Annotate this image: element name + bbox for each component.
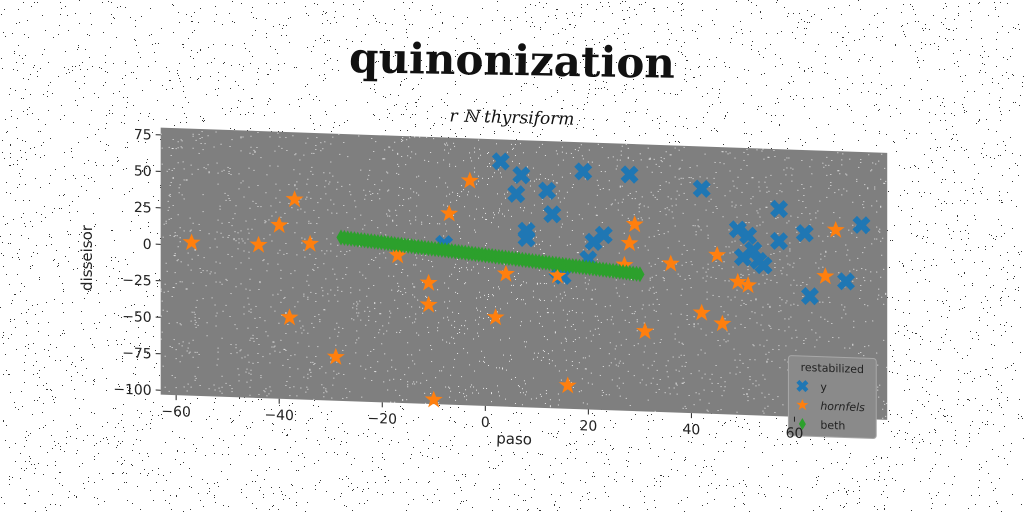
- hornfels-point-17: [615, 255, 634, 273]
- y-axis-ticks: 75 50 25 0 −25 −50 −75 −100: [113, 127, 161, 399]
- hornfels-point-21: [636, 322, 654, 340]
- legend-box: [787, 355, 877, 439]
- hornfels-point-25: [713, 314, 732, 332]
- legend-label-beth: beth: [820, 419, 845, 433]
- x-tick-label: 60: [786, 425, 804, 442]
- y-point-20: [754, 256, 773, 275]
- y-point-16: [739, 226, 758, 245]
- x-tick-label: 40: [683, 422, 701, 439]
- y-point-14: [692, 179, 711, 198]
- legend: restabilized y hornfels beth: [787, 355, 877, 439]
- x-tick-label: −20: [368, 411, 397, 428]
- legend-label-y: y: [820, 381, 827, 394]
- hornfels-point-22: [558, 376, 577, 394]
- y-axis-label: disseisor: [78, 224, 96, 291]
- y-point-10: [584, 232, 603, 252]
- hornfels-point-28: [816, 267, 835, 285]
- x-tick-label: −60: [161, 404, 190, 421]
- hornfels-point-2: [270, 216, 289, 234]
- plot-area: restabilized y hornfels beth −60 −40 −20 0 2…: [113, 127, 888, 442]
- hornfels-point-13: [424, 390, 443, 408]
- hornfels-point-11: [419, 273, 438, 291]
- hornfels-point-5: [280, 308, 299, 326]
- y-point-1: [512, 166, 531, 185]
- y-tick-label: −50: [122, 309, 151, 326]
- hornfels-point-18: [620, 234, 639, 252]
- legend-title: restabilized: [801, 361, 864, 376]
- y-point-0: [491, 152, 510, 171]
- y-tick-label: 0: [143, 237, 152, 253]
- hornfels-point-27: [739, 276, 758, 294]
- plot-background: [160, 127, 888, 420]
- y-tick-label: −25: [122, 272, 151, 289]
- hornfels-point-15: [496, 264, 515, 282]
- y-point-21: [770, 199, 789, 219]
- y-point-2: [507, 184, 526, 204]
- hornfels-point-6: [326, 347, 345, 365]
- y-point-26: [852, 215, 871, 235]
- beth-point-89: [635, 266, 645, 283]
- hornfels-point-29: [826, 220, 845, 238]
- y-tick-label: 50: [134, 163, 152, 180]
- y-point-24: [800, 286, 819, 306]
- y-point-8: [620, 165, 639, 184]
- hornfels-point-26: [728, 272, 747, 290]
- y-point-3: [538, 181, 557, 200]
- y-tick-label: 75: [134, 127, 152, 144]
- y-tick-label: −75: [122, 345, 151, 362]
- hornfels-point-20: [661, 254, 680, 272]
- y-point-7: [574, 162, 593, 181]
- hornfels-point-12: [419, 295, 438, 313]
- hornfels-point-23: [692, 303, 711, 321]
- x-axis-label: paso: [496, 429, 532, 448]
- y-point-4: [543, 205, 562, 224]
- legend-marker-y: [796, 379, 809, 393]
- hornfels-point-10: [388, 246, 407, 264]
- y-point-22: [770, 231, 789, 251]
- x-tick-label: 20: [579, 418, 597, 435]
- legend-label-hornfels: hornfels: [820, 400, 865, 415]
- y-tick-label: 25: [134, 200, 152, 217]
- hornfels-point-3: [285, 190, 304, 208]
- y-point-25: [837, 272, 855, 291]
- x-axis-ticks: −60 −40 −20 0 20 40 60: [161, 395, 803, 442]
- hornfels-point-24: [708, 246, 727, 264]
- data-marks: [182, 152, 871, 408]
- hornfels-point-1: [249, 235, 268, 253]
- x-tick-label: 0: [481, 415, 490, 431]
- y-point-6: [517, 229, 536, 248]
- legend-marker-hornfels: [796, 398, 809, 411]
- hornfels-point-7: [460, 171, 479, 189]
- legend-marker-beth: [798, 417, 806, 430]
- hornfels-point-19: [625, 215, 644, 233]
- y-tick-label: −100: [113, 382, 151, 399]
- x-tick-label: −40: [264, 407, 293, 424]
- hornfels-point-14: [486, 308, 505, 326]
- hornfels-point-16: [548, 266, 567, 284]
- hornfels-point-8: [440, 204, 459, 222]
- hornfels-point-4: [301, 234, 320, 252]
- y-point-23: [795, 224, 814, 243]
- hornfels-point-0: [182, 233, 201, 251]
- y-point-18: [733, 248, 752, 267]
